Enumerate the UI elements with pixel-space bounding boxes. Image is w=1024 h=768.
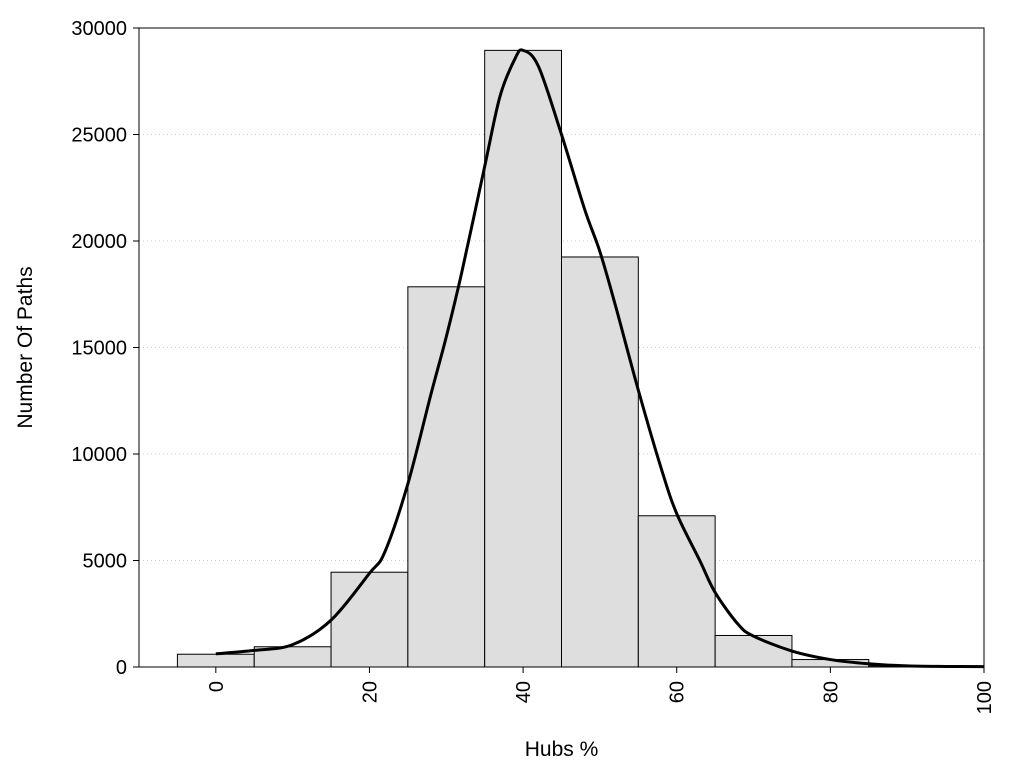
y-tick-label: 10000 (71, 444, 127, 466)
y-tick-label: 0 (116, 657, 127, 679)
y-tick-label: 25000 (71, 125, 127, 147)
y-axis-ticks: 0 5000 10000 15000 20000 25000 30000 (71, 18, 139, 679)
x-tick-label: 40 (513, 681, 535, 703)
histogram-bar (637, 515, 716, 668)
y-tick-label: 15000 (71, 338, 127, 360)
y-tick-label: 30000 (71, 18, 127, 40)
x-tick-label: 80 (820, 681, 842, 703)
histogram-bar (330, 571, 409, 668)
x-tick-label: 20 (359, 681, 381, 703)
histogram-bar (561, 256, 639, 668)
histogram-bar (484, 49, 563, 668)
y-tick-label: 20000 (71, 231, 127, 253)
y-axis-title: Number Of Paths (14, 266, 37, 428)
histogram-bar (714, 634, 793, 668)
x-tick-label: 100 (974, 681, 996, 714)
grid-lines (139, 134, 984, 561)
x-axis-title: Hubs % (525, 738, 599, 761)
x-tick-label: 0 (206, 681, 228, 692)
x-axis-ticks: 0 20 40 60 80 100 (206, 667, 996, 714)
histogram-bar (176, 653, 255, 668)
histogram-bar (407, 286, 486, 668)
density-curve (215, 48, 985, 669)
bars (176, 49, 985, 668)
y-tick-label: 5000 (83, 551, 128, 573)
density-curve-line (215, 48, 985, 669)
x-tick-label: 60 (667, 681, 689, 703)
